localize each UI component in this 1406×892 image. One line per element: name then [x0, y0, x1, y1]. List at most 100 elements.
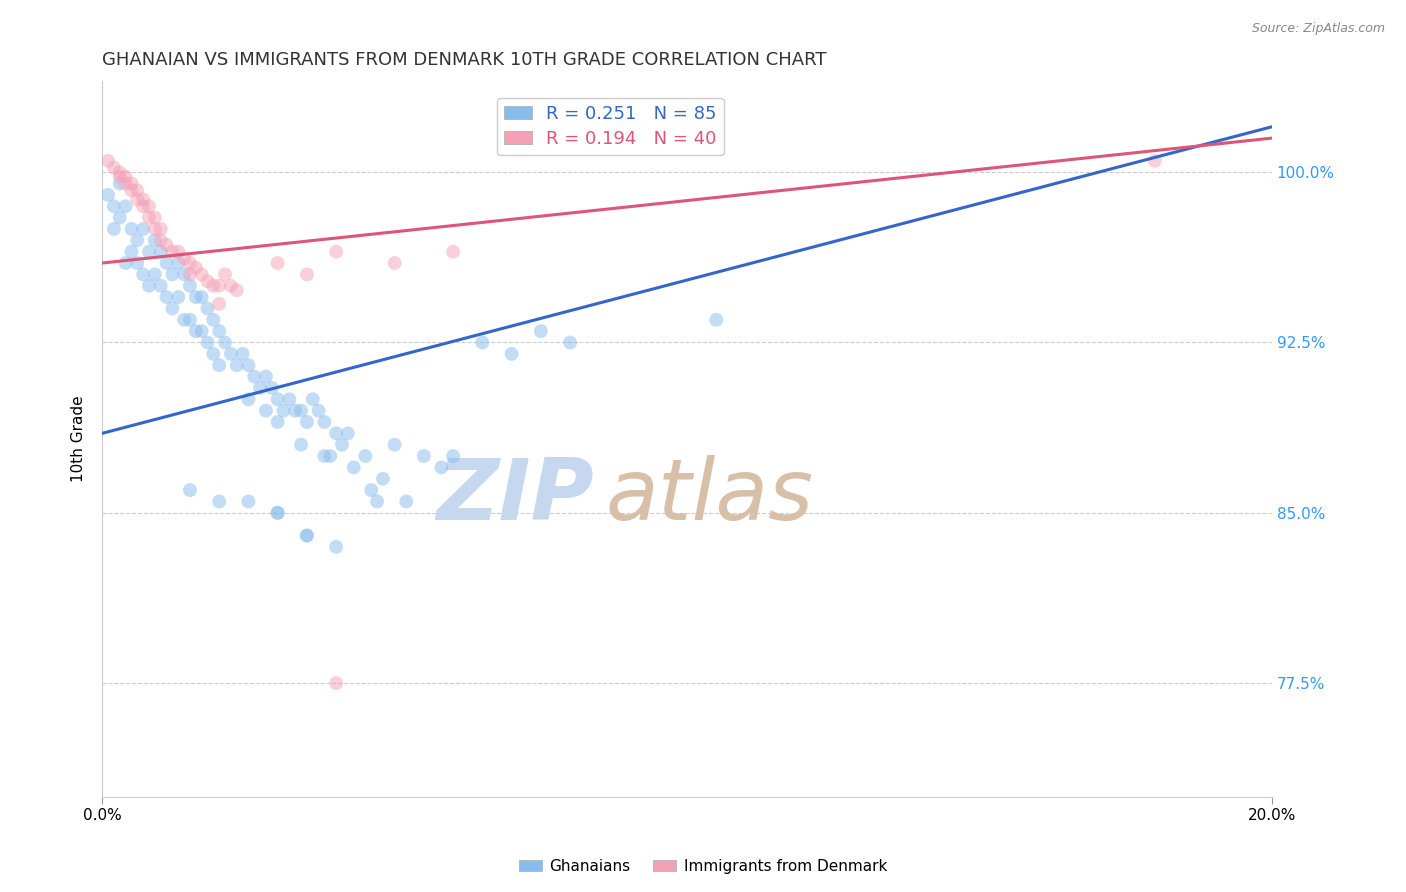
Point: [197, 335, 219, 350]
Point: [290, 438, 312, 452]
Point: [360, 483, 382, 497]
Point: [254, 369, 277, 384]
Point: [184, 290, 207, 304]
Point: [284, 403, 307, 417]
Point: [366, 494, 388, 508]
Point: [254, 403, 277, 417]
Point: [149, 233, 172, 247]
Point: [179, 268, 201, 282]
Point: [149, 244, 172, 259]
Point: [266, 256, 288, 270]
Point: [132, 268, 155, 282]
Point: [308, 403, 330, 417]
Text: atlas: atlas: [605, 455, 813, 538]
Point: [120, 177, 142, 191]
Point: [441, 244, 464, 259]
Point: [143, 233, 166, 247]
Point: [384, 256, 406, 270]
Point: [208, 324, 231, 338]
Point: [114, 169, 136, 184]
Point: [208, 494, 231, 508]
Point: [155, 237, 177, 252]
Point: [138, 244, 160, 259]
Point: [184, 324, 207, 338]
Point: [184, 260, 207, 275]
Point: [471, 335, 494, 350]
Point: [530, 324, 553, 338]
Point: [149, 278, 172, 293]
Point: [108, 211, 131, 225]
Point: [325, 426, 347, 441]
Legend: Ghanaians, Immigrants from Denmark: Ghanaians, Immigrants from Denmark: [513, 853, 893, 880]
Point: [143, 268, 166, 282]
Point: [395, 494, 418, 508]
Point: [214, 335, 236, 350]
Point: [243, 369, 266, 384]
Point: [208, 278, 231, 293]
Point: [325, 244, 347, 259]
Point: [190, 290, 212, 304]
Point: [208, 297, 231, 311]
Point: [162, 268, 184, 282]
Point: [179, 278, 201, 293]
Point: [371, 472, 394, 486]
Point: [173, 268, 195, 282]
Legend: R = 0.251   N = 85, R = 0.194   N = 40: R = 0.251 N = 85, R = 0.194 N = 40: [498, 97, 724, 155]
Point: [266, 506, 288, 520]
Point: [412, 449, 434, 463]
Point: [219, 347, 242, 361]
Point: [314, 415, 336, 429]
Point: [441, 449, 464, 463]
Point: [354, 449, 377, 463]
Point: [173, 252, 195, 266]
Point: [197, 301, 219, 316]
Point: [319, 449, 342, 463]
Point: [202, 313, 225, 327]
Point: [430, 460, 453, 475]
Point: [260, 381, 283, 395]
Point: [273, 403, 295, 417]
Point: [295, 415, 318, 429]
Point: [190, 324, 212, 338]
Point: [179, 313, 201, 327]
Y-axis label: 10th Grade: 10th Grade: [72, 396, 86, 483]
Point: [114, 199, 136, 213]
Point: [120, 244, 142, 259]
Point: [162, 244, 184, 259]
Point: [266, 506, 288, 520]
Point: [167, 256, 190, 270]
Point: [138, 211, 160, 225]
Point: [108, 177, 131, 191]
Point: [384, 438, 406, 452]
Point: [143, 211, 166, 225]
Point: [108, 165, 131, 179]
Point: [290, 403, 312, 417]
Point: [108, 169, 131, 184]
Point: [162, 301, 184, 316]
Point: [155, 256, 177, 270]
Point: [343, 460, 366, 475]
Point: [127, 233, 149, 247]
Point: [190, 268, 212, 282]
Point: [103, 161, 125, 175]
Point: [127, 256, 149, 270]
Point: [138, 278, 160, 293]
Point: [173, 313, 195, 327]
Point: [143, 222, 166, 236]
Point: [149, 222, 172, 236]
Point: [120, 222, 142, 236]
Text: GHANAIAN VS IMMIGRANTS FROM DENMARK 10TH GRADE CORRELATION CHART: GHANAIAN VS IMMIGRANTS FROM DENMARK 10TH…: [103, 51, 827, 69]
Point: [314, 449, 336, 463]
Point: [704, 313, 727, 327]
Point: [225, 283, 247, 297]
Point: [208, 358, 231, 372]
Point: [127, 183, 149, 197]
Point: [103, 222, 125, 236]
Point: [501, 347, 523, 361]
Point: [238, 494, 260, 508]
Point: [114, 177, 136, 191]
Point: [295, 528, 318, 542]
Point: [238, 358, 260, 372]
Point: [97, 187, 120, 202]
Point: [325, 676, 347, 690]
